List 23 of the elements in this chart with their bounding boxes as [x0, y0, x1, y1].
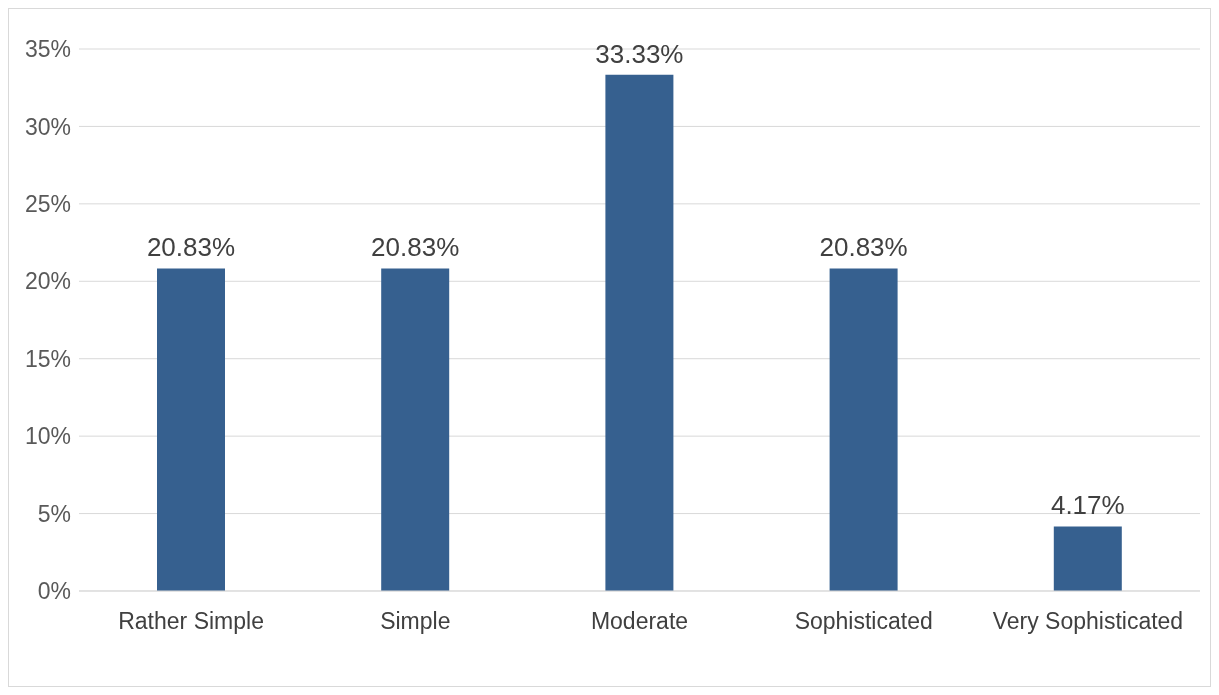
y-tick-label: 5% — [37, 500, 71, 527]
bar — [157, 268, 225, 591]
y-tick-label: 0% — [37, 578, 71, 605]
x-tick-label: Rather Simple — [118, 608, 264, 635]
y-tick-label: 10% — [24, 423, 71, 450]
x-tick-label: Simple — [380, 608, 451, 635]
y-tick-label: 35% — [24, 36, 71, 63]
data-label: 20.83% — [819, 232, 908, 263]
y-tick-label: 15% — [24, 345, 71, 372]
bar — [605, 74, 674, 591]
data-label: 4.17% — [1050, 490, 1125, 521]
bar — [829, 268, 898, 591]
bar — [381, 268, 450, 591]
data-label: 20.83% — [371, 232, 460, 263]
y-tick-label: 25% — [24, 191, 71, 218]
y-tick-label: 20% — [24, 268, 71, 295]
x-tick-label: Very Sophisticated — [992, 608, 1184, 635]
data-label: 20.83% — [146, 232, 236, 263]
x-tick-label: Moderate — [590, 608, 689, 635]
x-tick-label: Sophisticated — [794, 608, 933, 635]
y-tick-label: 30% — [24, 113, 71, 140]
data-label: 33.33% — [595, 38, 684, 69]
bar — [1053, 526, 1122, 591]
